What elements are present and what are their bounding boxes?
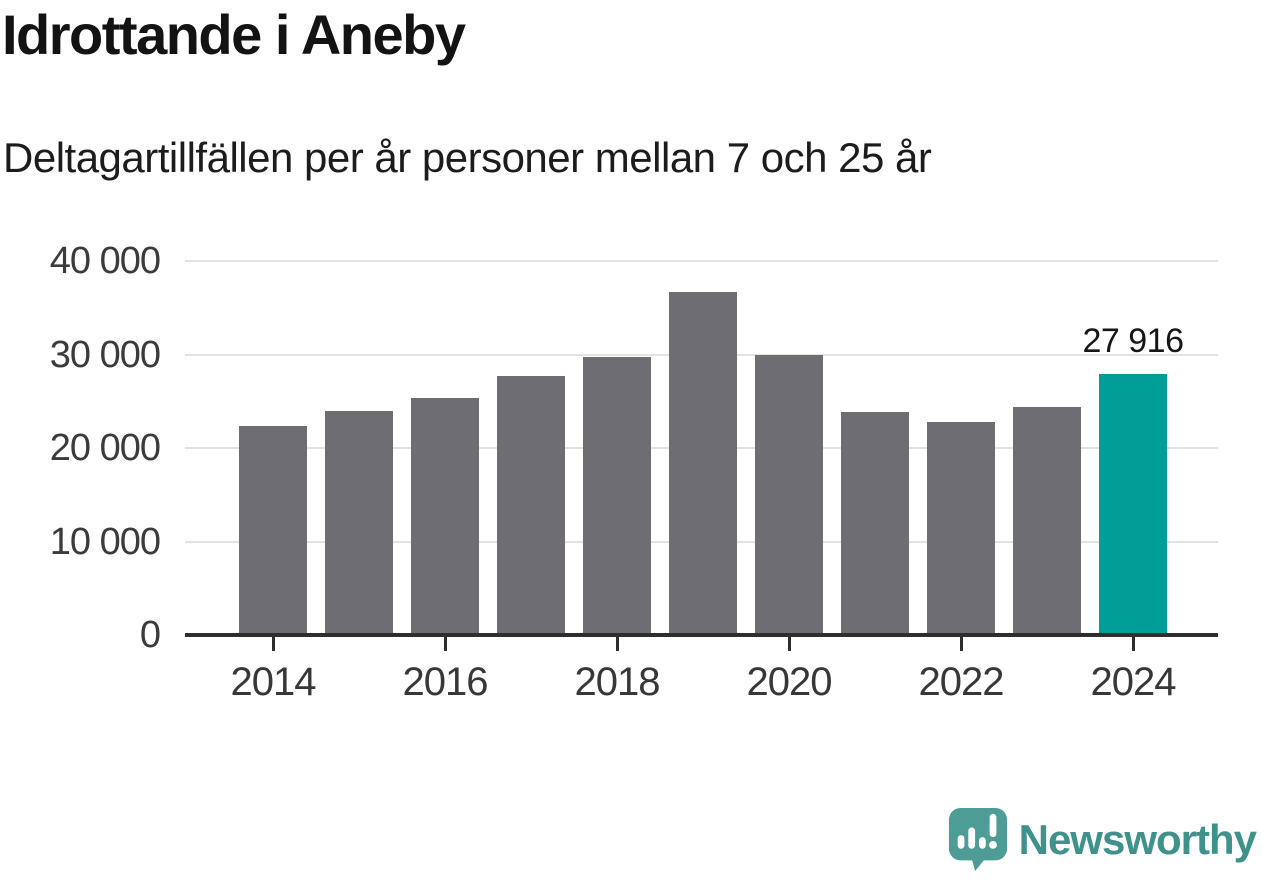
bar-2019 — [669, 291, 737, 635]
y-axis-label: 10 000 — [49, 520, 161, 563]
bar-2016 — [411, 398, 479, 635]
y-axis-label: 30 000 — [49, 333, 161, 376]
bar-2020 — [755, 355, 823, 635]
highlight-value-label: 27 916 — [1082, 322, 1185, 360]
chart-subtitle: Deltagartillfällen per år personer mella… — [3, 134, 932, 181]
bar-2024 — [1099, 373, 1167, 635]
bar-2015 — [325, 410, 393, 635]
x-axis-label: 2020 — [746, 660, 833, 704]
x-axis-tick — [443, 637, 447, 651]
x-axis-label: 2018 — [574, 660, 661, 704]
bar-2021 — [841, 412, 909, 635]
y-axis-label: 0 — [139, 614, 161, 656]
y-axis-label: 20 000 — [49, 427, 161, 469]
x-axis-tick — [787, 637, 791, 651]
x-axis-label: 2016 — [402, 660, 489, 704]
bar-2014 — [239, 426, 307, 635]
x-axis-tick — [1131, 637, 1135, 651]
y-axis-label: 40 000 — [49, 240, 161, 282]
x-axis-label: 2024 — [1090, 660, 1177, 704]
x-axis-line — [185, 633, 1218, 637]
gridline — [185, 260, 1218, 262]
chart-title: Idrottande i Aneby — [2, 3, 466, 66]
bar-2018 — [583, 357, 651, 635]
x-axis-tick — [615, 637, 619, 651]
x-axis-label: 2014 — [230, 660, 317, 704]
newsworthy-brand-name: Newsworthy — [1018, 816, 1257, 863]
bar-2022 — [927, 421, 995, 635]
bar-2023 — [1013, 406, 1081, 635]
x-axis-tick — [959, 637, 963, 651]
x-axis-label: 2022 — [918, 660, 1005, 704]
bar-2017 — [497, 376, 565, 635]
x-axis-tick — [271, 637, 275, 651]
newsworthy-speech-bubble-bar-chart-icon — [947, 806, 1009, 874]
newsworthy-logo: Newsworthy — [947, 806, 1257, 874]
